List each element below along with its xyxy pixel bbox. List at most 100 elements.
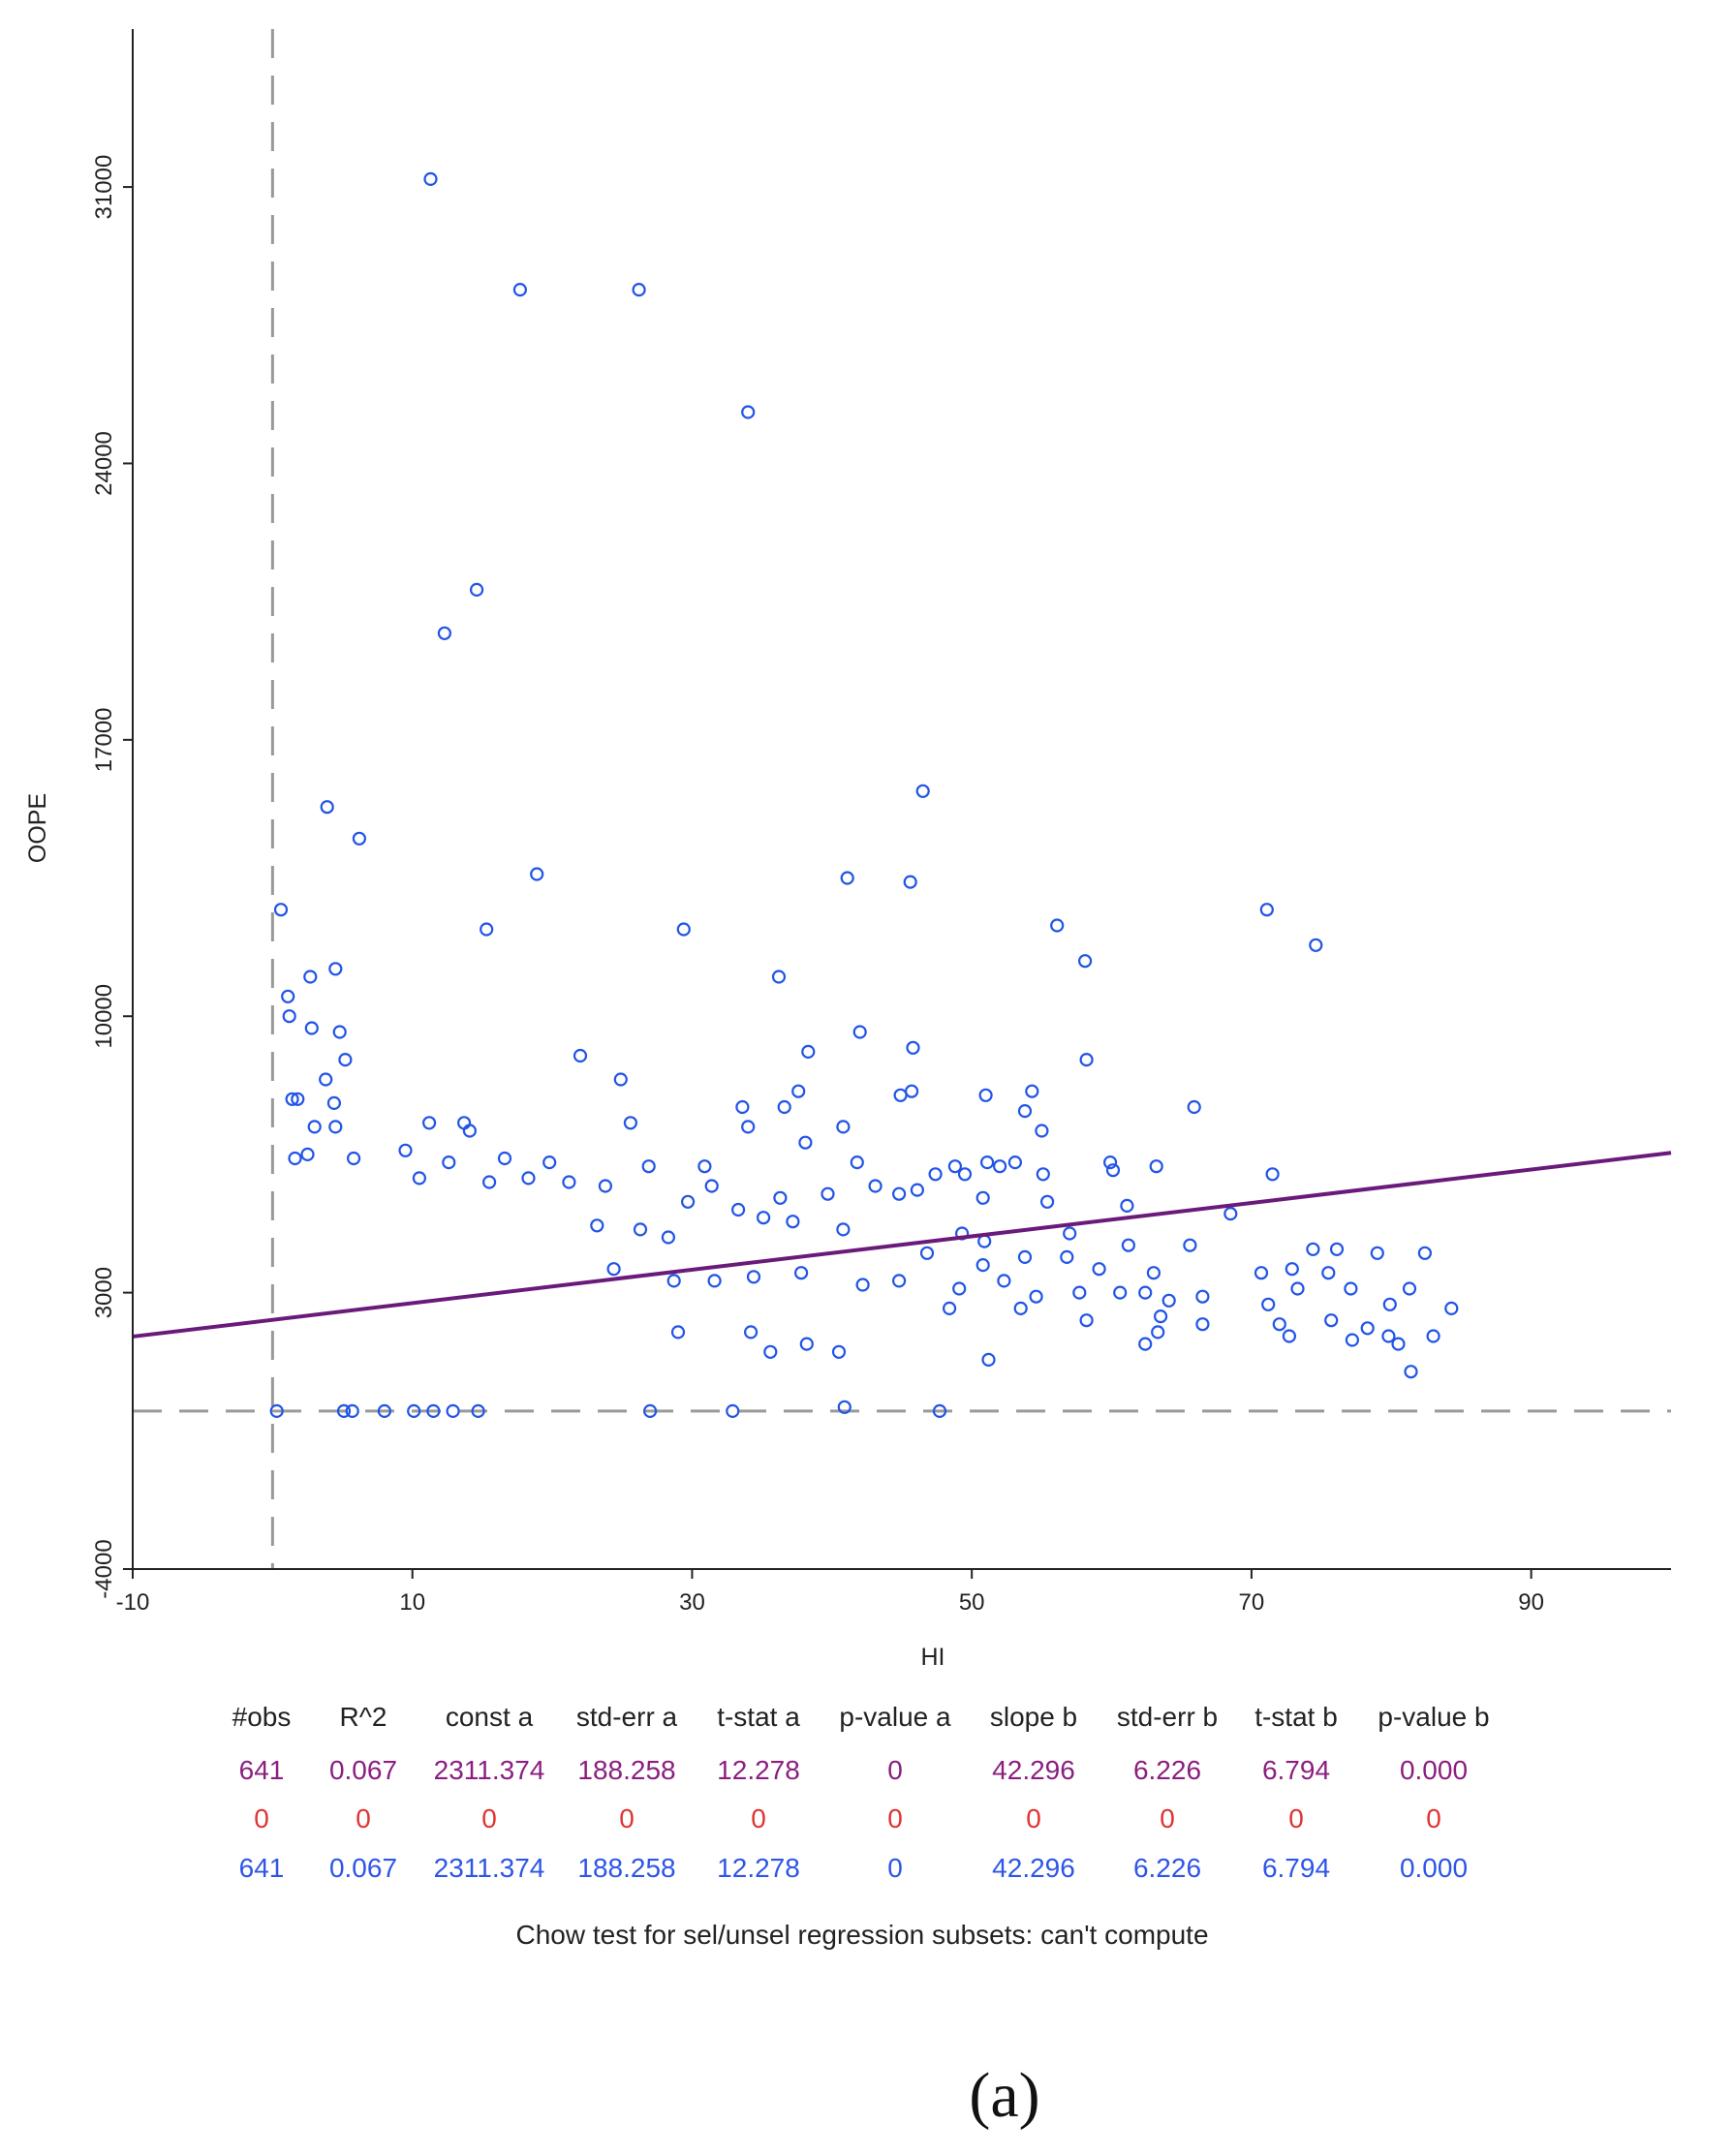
data-point	[281, 989, 295, 1003]
data-point	[1344, 1281, 1358, 1296]
data-point	[1120, 1198, 1134, 1214]
data-point	[840, 871, 854, 885]
data-point	[1017, 1103, 1033, 1119]
data-point	[763, 1344, 778, 1359]
data-point	[891, 1274, 907, 1288]
data-point	[482, 1175, 497, 1189]
stats-cell: 6.794	[1262, 1755, 1330, 1785]
data-point	[978, 1088, 993, 1102]
data-point	[462, 1124, 477, 1138]
stats-cell: 0	[356, 1803, 371, 1833]
data-point	[741, 1120, 756, 1134]
stats-cell: 0	[887, 1853, 903, 1883]
data-point	[1324, 1313, 1339, 1328]
data-point	[1254, 1266, 1269, 1280]
data-point	[446, 1403, 460, 1419]
x-axis-title: HI	[921, 1644, 945, 1671]
data-point	[786, 1215, 800, 1229]
data-point	[332, 1025, 347, 1039]
data-point	[1261, 1297, 1276, 1311]
data-point	[1013, 1301, 1028, 1316]
data-points	[269, 171, 1459, 1419]
stats-cell: 2311.374	[434, 1755, 545, 1785]
stats-cell: 0.000	[1400, 1853, 1468, 1883]
data-point	[1272, 1317, 1286, 1332]
data-point	[906, 1040, 920, 1055]
stats-cell: 0.000	[1400, 1755, 1468, 1785]
data-point	[855, 1278, 870, 1292]
y-tick-label: 24000	[91, 431, 117, 496]
data-point	[831, 1344, 847, 1359]
y-tick-label: -4000	[91, 1539, 117, 1598]
stats-cell: 0.067	[329, 1755, 397, 1785]
stats-cell: 2311.374	[434, 1853, 545, 1883]
stats-header: #obs	[232, 1702, 292, 1732]
y-tick-label: 31000	[91, 155, 117, 220]
data-point	[743, 1325, 759, 1340]
data-point	[320, 800, 334, 815]
data-point	[798, 1135, 813, 1150]
data-point	[777, 1099, 791, 1115]
data-point	[1036, 1167, 1050, 1182]
x-tick-label: -10	[116, 1589, 150, 1616]
data-point	[573, 1048, 588, 1063]
stats-cell: 188.258	[577, 1755, 675, 1785]
x-tick-label: 90	[1518, 1589, 1544, 1616]
data-point	[1072, 1285, 1087, 1300]
stats-cell: 0	[1026, 1803, 1041, 1833]
stats-cell: 6.226	[1133, 1755, 1201, 1785]
stats-cell: 188.258	[577, 1853, 675, 1883]
data-point	[680, 1194, 696, 1209]
data-point	[741, 405, 756, 419]
data-point	[1161, 1293, 1176, 1308]
data-point	[992, 1159, 1007, 1174]
data-point	[512, 283, 528, 297]
data-point	[821, 1186, 835, 1201]
data-point	[981, 1352, 996, 1368]
data-point	[850, 1155, 864, 1170]
data-point	[1306, 1242, 1320, 1256]
data-point	[910, 1183, 925, 1197]
stats-cell: 12.278	[717, 1853, 800, 1883]
data-point	[1391, 1337, 1406, 1351]
data-point	[979, 1155, 995, 1170]
data-point	[1149, 1159, 1163, 1174]
data-point	[904, 1084, 919, 1098]
data-point	[470, 582, 484, 598]
data-point	[1282, 1329, 1297, 1343]
data-point	[497, 1151, 512, 1166]
data-point	[338, 1052, 353, 1067]
stats-header: p-value a	[839, 1702, 951, 1732]
data-point	[282, 1009, 296, 1024]
stats-cell: 0	[1426, 1803, 1441, 1833]
data-point	[735, 1099, 750, 1115]
data-point	[1079, 1313, 1094, 1328]
y-tick-label: 17000	[91, 707, 117, 772]
data-point	[307, 1120, 322, 1134]
data-point	[1195, 1289, 1210, 1304]
data-point	[1417, 1246, 1433, 1260]
data-point	[903, 875, 917, 889]
data-point	[1007, 1155, 1023, 1170]
data-point	[300, 1147, 315, 1162]
data-point	[1321, 1266, 1336, 1280]
stats-header: std-err b	[1117, 1702, 1218, 1732]
regression-line	[132, 1151, 1672, 1339]
data-point	[326, 1095, 341, 1111]
stats-cell: 0	[751, 1803, 766, 1833]
data-point	[1102, 1155, 1118, 1170]
x-tick-label: 70	[1239, 1589, 1265, 1616]
data-point	[1029, 1289, 1043, 1304]
data-point	[1063, 1226, 1077, 1241]
data-point	[746, 1270, 761, 1284]
data-point	[836, 1120, 851, 1134]
data-point	[345, 1403, 359, 1419]
data-point	[799, 1337, 814, 1351]
stats-header: t-stat a	[717, 1702, 800, 1732]
data-point	[377, 1403, 391, 1419]
data-point	[437, 626, 451, 640]
stats-cell: 0	[1160, 1803, 1175, 1833]
data-point	[836, 1222, 851, 1237]
axes: -10 10 30 50 70 90 -4000 3000 10000 17000 24000 310…	[91, 29, 1671, 1616]
